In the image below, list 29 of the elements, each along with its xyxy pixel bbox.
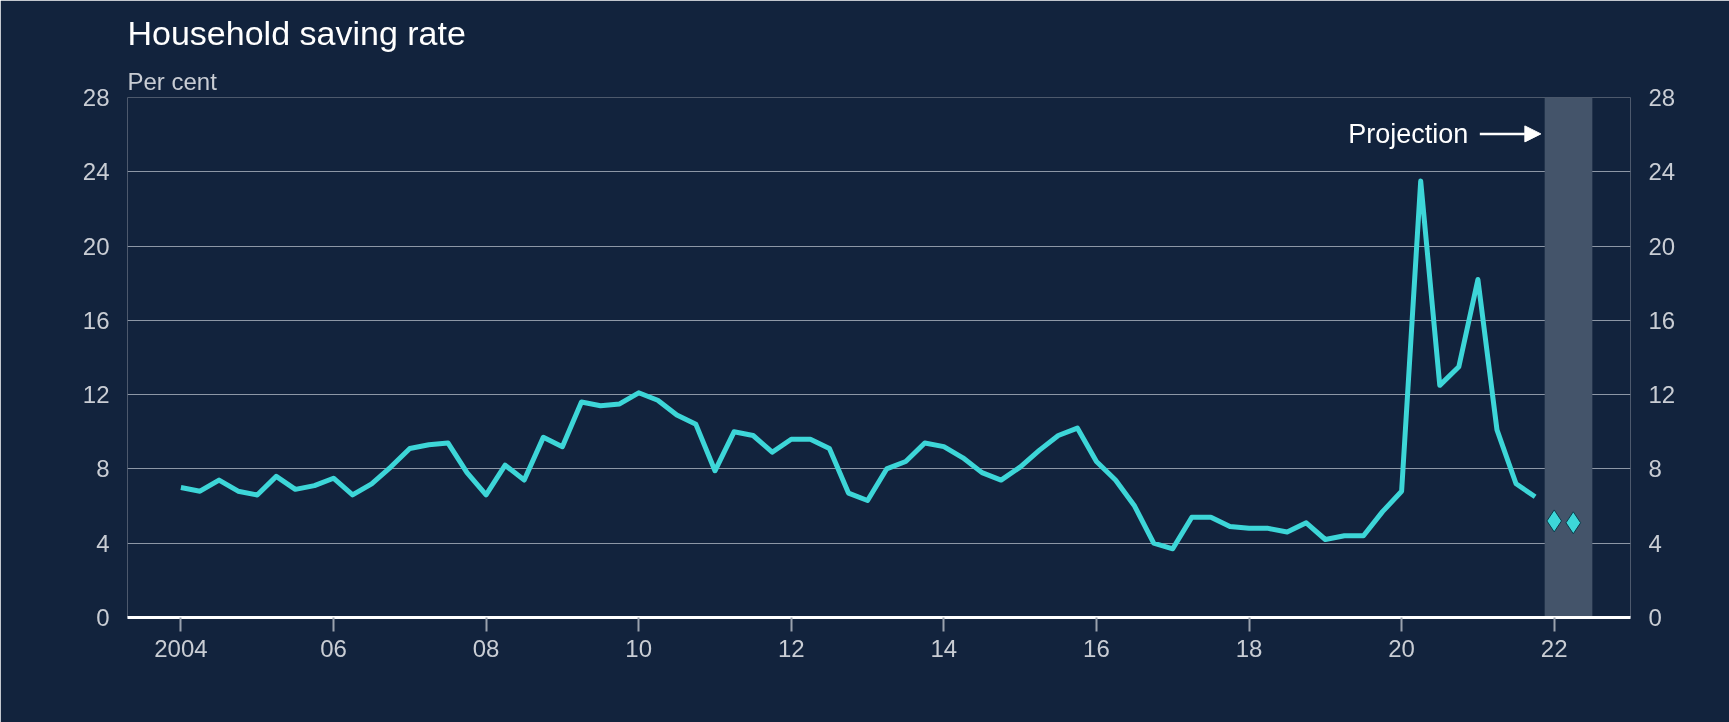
y-tick-label: 20 bbox=[82, 232, 110, 260]
y2-tick-label: 4 bbox=[1648, 529, 1662, 557]
x-tick-label: 2004 bbox=[154, 634, 208, 662]
y2-tick-label: 0 bbox=[1648, 604, 1662, 631]
y-tick-label: 24 bbox=[82, 158, 110, 186]
x-tick-label: 18 bbox=[1235, 634, 1263, 662]
y-tick-label: 4 bbox=[96, 529, 110, 557]
y2-tick-label: 16 bbox=[1648, 306, 1676, 334]
x-tick-label: 08 bbox=[472, 634, 500, 662]
y-tick-label: 16 bbox=[82, 306, 110, 334]
x-tick-label: 22 bbox=[1540, 634, 1568, 662]
y-axis-title: Per cent bbox=[127, 67, 218, 95]
band-label: Projection bbox=[1348, 118, 1469, 149]
x-tick-label: 12 bbox=[777, 634, 805, 662]
x-tick-label: 10 bbox=[625, 634, 653, 662]
y2-tick-label: 24 bbox=[1648, 158, 1676, 186]
y2-tick-label: 8 bbox=[1648, 455, 1662, 483]
y-tick-label: 0 bbox=[96, 604, 110, 631]
y-tick-label: 8 bbox=[96, 455, 110, 483]
y2-tick-label: 20 bbox=[1648, 232, 1676, 260]
x-tick-label: 20 bbox=[1388, 634, 1415, 662]
y-tick-label: 28 bbox=[82, 84, 110, 111]
y2-tick-label: 12 bbox=[1648, 381, 1676, 409]
chart-title: Household saving rate bbox=[127, 13, 466, 52]
y-tick-label: 12 bbox=[82, 381, 110, 409]
x-tick-label: 06 bbox=[320, 634, 347, 662]
x-tick-label: 16 bbox=[1083, 634, 1110, 662]
y2-tick-label: 28 bbox=[1648, 84, 1676, 111]
x-tick-label: 14 bbox=[930, 634, 958, 662]
